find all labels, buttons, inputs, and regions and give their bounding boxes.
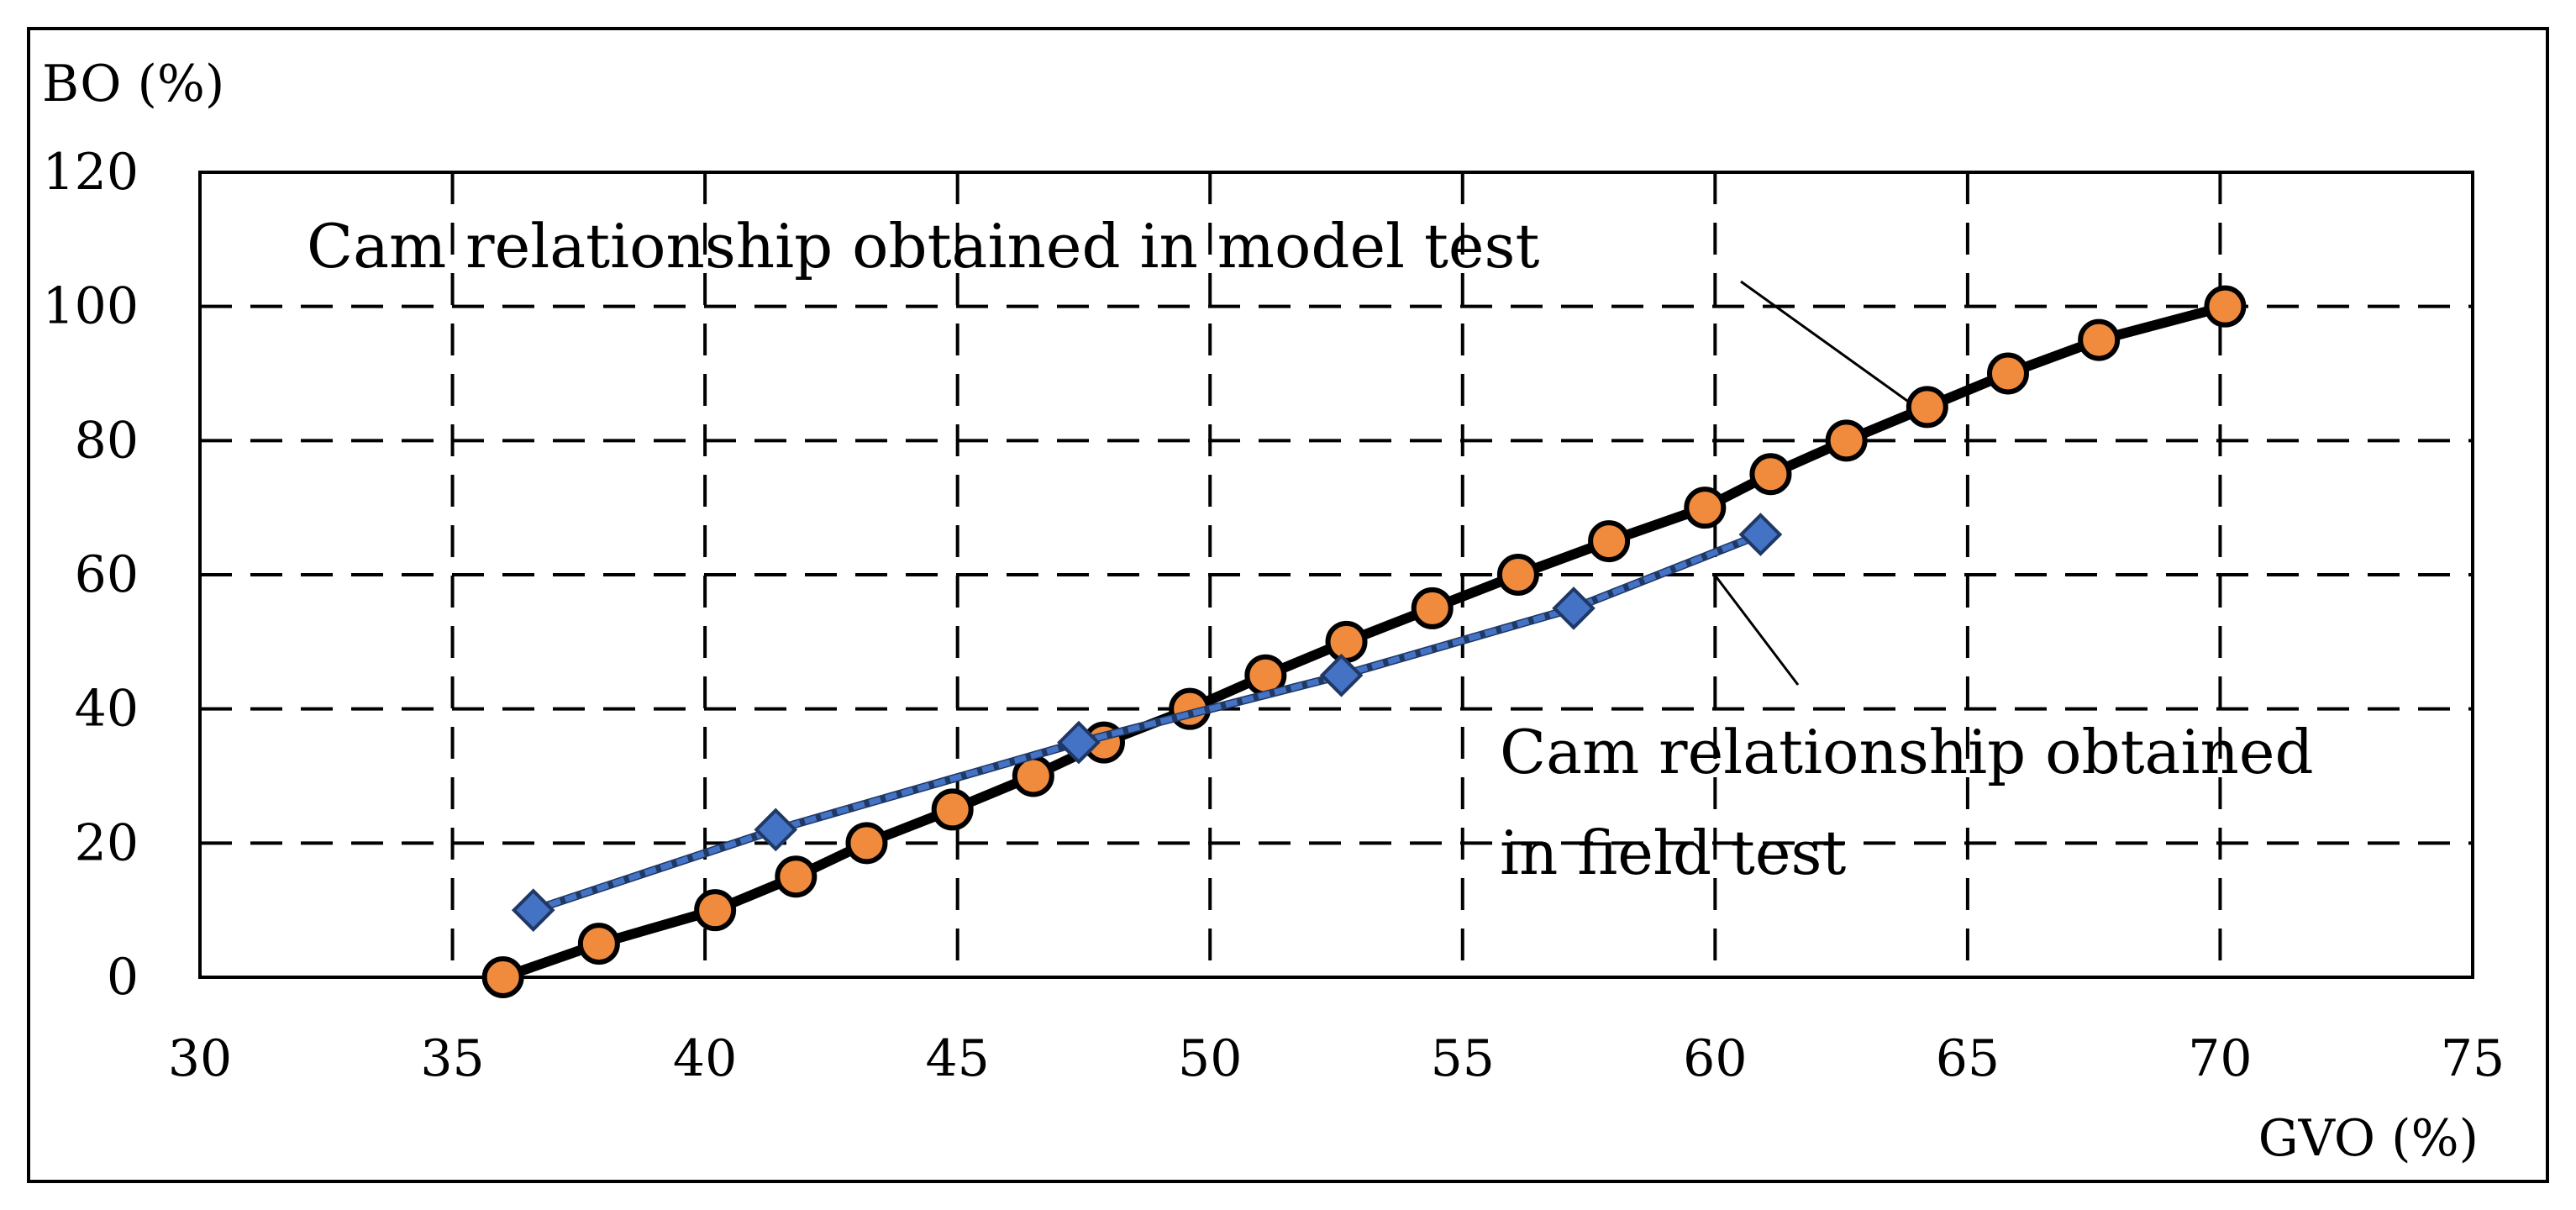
model-test-point-20 (2204, 285, 2247, 328)
annotation-field-test-line2: in field test (1500, 818, 1846, 888)
y-tick-label-40: 40 (75, 680, 139, 739)
x-tick-label-50: 50 (1178, 1029, 1242, 1088)
x-tick-label-30: 30 (168, 1029, 232, 1088)
field-test-point-0 (511, 888, 555, 932)
field-test-point-2 (1057, 720, 1101, 765)
grid (200, 172, 2473, 977)
field-test-point-3 (1319, 653, 1364, 697)
leader-line-field (1712, 573, 1800, 686)
series-field-test (511, 513, 1783, 932)
field-test-point-5 (1738, 513, 1783, 556)
x-tick-label-45: 45 (925, 1029, 989, 1088)
y-tick-label-120: 120 (42, 143, 139, 202)
x-axis-ticks: 30 35 40 45 50 55 60 65 70 75 (168, 1029, 2505, 1088)
plot-area-border (198, 171, 2474, 979)
leader-line-model (1740, 280, 1920, 411)
model-test-point-4 (845, 822, 888, 865)
model-test-point-5 (931, 788, 974, 831)
model-test-point-0 (481, 956, 524, 998)
y-tick-label-100: 100 (42, 277, 139, 336)
y-axis-title: BO (%) (42, 55, 224, 113)
x-tick-label-60: 60 (1683, 1029, 1747, 1088)
x-tick-label-75: 75 (2441, 1029, 2505, 1088)
model-test-point-2 (694, 889, 737, 932)
model-test-point-1 (577, 923, 620, 965)
y-tick-label-0: 0 (107, 948, 139, 1007)
model-test-point-11 (1411, 587, 1454, 629)
y-axis-ticks: 0 20 40 60 80 100 120 (42, 143, 139, 1007)
annotation-field-test-line1: Cam relationship obtained (1500, 717, 2314, 787)
annotation-model-test: Cam relationship obtained in model test (307, 211, 1539, 281)
model-test-point-13 (1588, 520, 1631, 563)
model-test-point-17 (1906, 386, 1948, 429)
x-tick-label-40: 40 (673, 1029, 737, 1088)
model-test-point-18 (1986, 352, 2029, 395)
x-tick-label-70: 70 (2188, 1029, 2252, 1088)
y-tick-label-60: 60 (75, 545, 139, 604)
leader-lines (1712, 280, 1920, 686)
y-tick-label-20: 20 (75, 813, 139, 872)
field-test-point-4 (1552, 587, 1596, 630)
model-test-point-16 (1825, 419, 1868, 462)
x-tick-label-65: 65 (1936, 1029, 2000, 1088)
model-test-point-3 (775, 855, 817, 898)
model-test-point-19 (2078, 318, 2121, 361)
x-axis-title: GVO (%) (2258, 1109, 2479, 1168)
x-tick-label-35: 35 (420, 1029, 484, 1088)
chart-frame (27, 27, 2549, 1183)
model-test-point-10 (1325, 620, 1368, 663)
model-test-point-12 (1496, 554, 1539, 596)
model-test-point-14 (1684, 487, 1727, 529)
model-test-point-15 (1749, 453, 1792, 496)
x-tick-label-55: 55 (1431, 1029, 1495, 1088)
series-line-field-test (532, 531, 1762, 913)
y-tick-label-80: 80 (75, 411, 139, 470)
field-test-point-1 (754, 808, 798, 852)
